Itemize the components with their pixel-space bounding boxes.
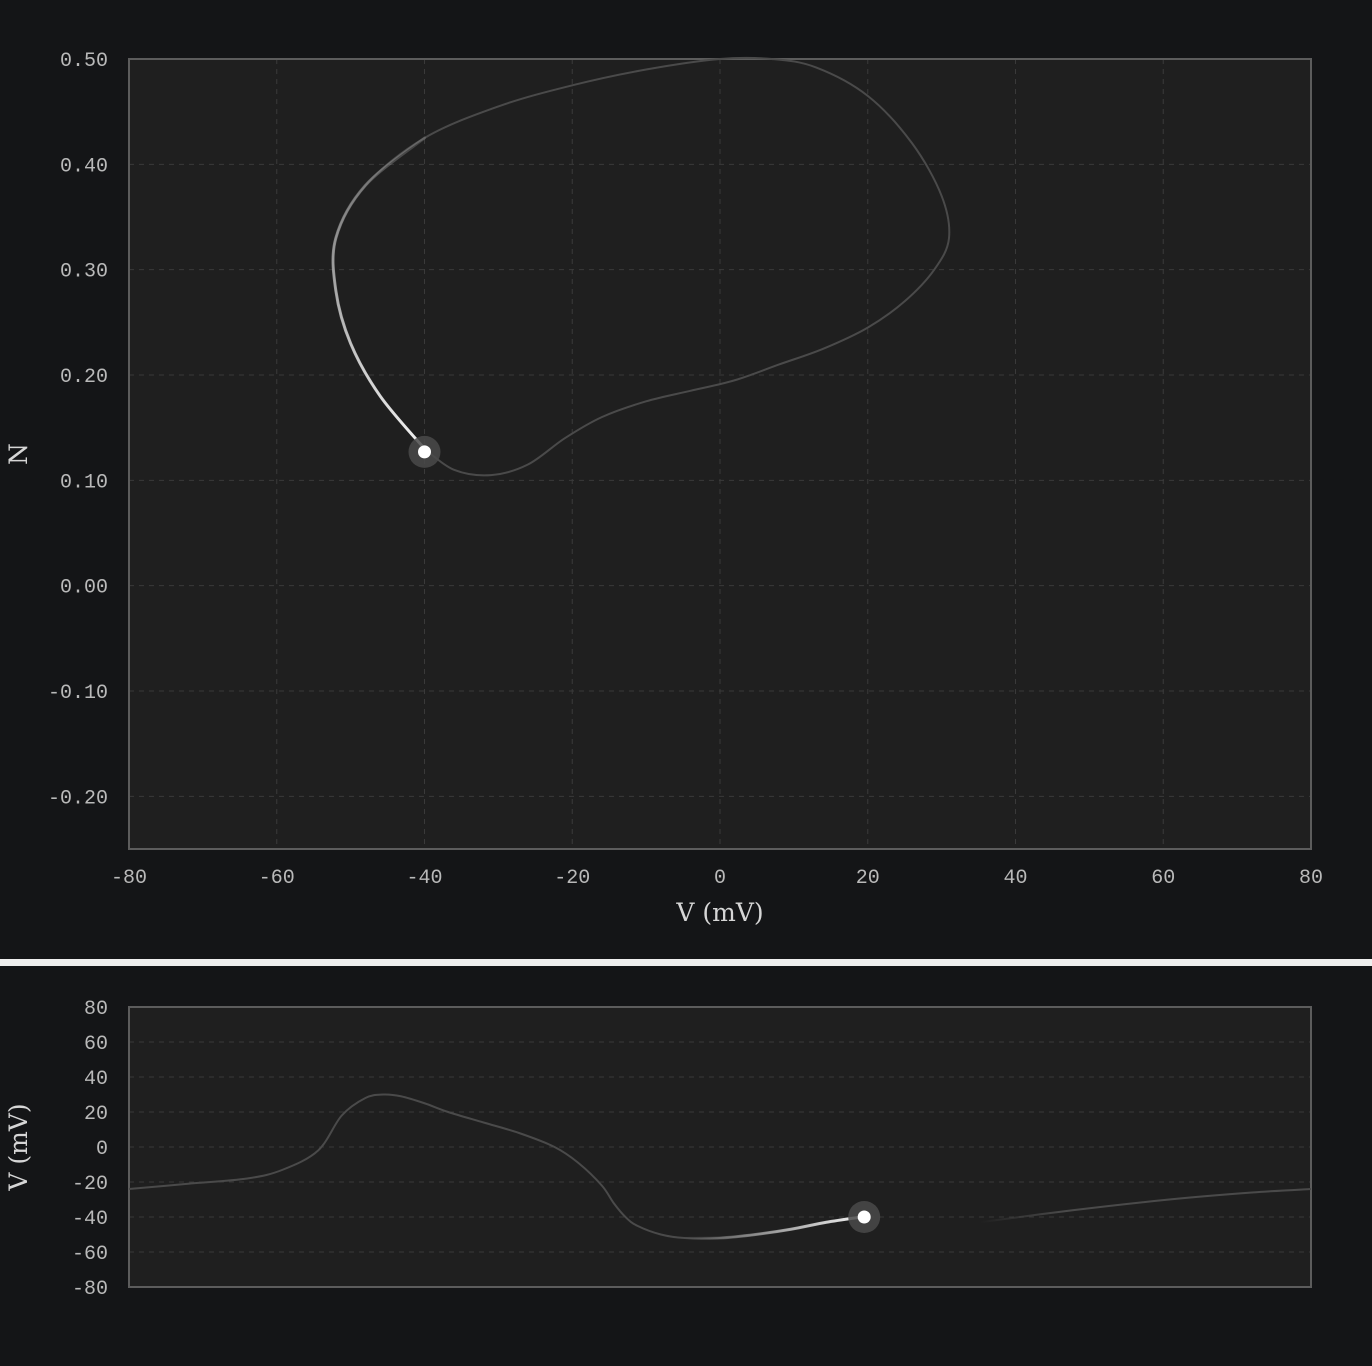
trace-y-tick-labels: 80 60 40 20 0 -20 -40 -60 -80 [72, 998, 108, 1301]
trace-y-tick-label: 80 [84, 998, 108, 1021]
phase-x-tick-label: -60 [259, 867, 295, 890]
voltage-trace-older-line [979, 1188, 1312, 1224]
phase-series-group [331, 56, 951, 477]
phase-y-tick-label: -0.20 [48, 787, 108, 810]
trace-y-tick-label: -80 [72, 1278, 108, 1301]
trace-y-tick-label: 40 [84, 1068, 108, 1091]
phase-x-tick-label: -20 [554, 867, 590, 890]
phase-y-tick-label: 0.20 [60, 366, 108, 389]
phase-y-tick-labels: 0.50 0.40 0.30 0.20 0.10 0.00 -0.10 -0.20 [48, 50, 108, 810]
trace-plot-border [128, 1006, 1312, 1288]
trace-y-tick-label: 20 [84, 1103, 108, 1126]
trace-y-tick-label: 0 [96, 1138, 108, 1161]
phase-x-axis-title: V (mV) [675, 898, 763, 927]
phase-x-tick-label: 0 [714, 867, 726, 890]
trace-y-tick-label: 60 [84, 1033, 108, 1056]
trace-y-axis-title: V (mV) [4, 1103, 33, 1191]
trace-grid [129, 1041, 1311, 1253]
phase-y-tick-label: 0.00 [60, 577, 108, 600]
phase-y-tick-label: 0.40 [60, 155, 108, 178]
phase-y-tick-label: 0.10 [60, 471, 108, 494]
trace-y-tick-label: -60 [72, 1243, 108, 1266]
phase-x-tick-label: 60 [1151, 867, 1175, 890]
phase-y-tick-label: 0.50 [60, 50, 108, 73]
phase-x-tick-label: 40 [1003, 867, 1027, 890]
trace-series-group [128, 1093, 1312, 1240]
phase-trajectory-trail [331, 136, 426, 451]
phase-x-tick-label: 20 [856, 867, 880, 890]
phase-x-tick-label: -80 [111, 867, 147, 890]
phase-x-tick-label: 80 [1299, 867, 1323, 890]
trace-current-point [857, 1210, 871, 1224]
phase-x-tick-labels: -80 -60 -40 -20 0 20 40 60 80 [111, 867, 1323, 890]
phase-y-axis-title: N [4, 443, 33, 465]
phase-y-tick-label: 0.30 [60, 261, 108, 284]
voltage-trace-trail [683, 1215, 864, 1240]
trace-y-tick-label: -40 [72, 1208, 108, 1231]
phase-current-point [418, 445, 431, 459]
phase-x-tick-label: -40 [406, 867, 442, 890]
phase-plane-chart: -80 -60 -40 -20 0 20 40 60 80 0.500.400.300.200.… [4, 50, 1323, 927]
trace-y-tick-label: -20 [72, 1173, 108, 1196]
phase-y-tick-label: -0.10 [48, 682, 108, 705]
panel-divider [0, 959, 1372, 966]
phase-grid [129, 59, 1311, 849]
voltage-trace-chart: 80 60 40 20 0 -20 -40 -60 -80 V (mV) [4, 998, 1312, 1301]
